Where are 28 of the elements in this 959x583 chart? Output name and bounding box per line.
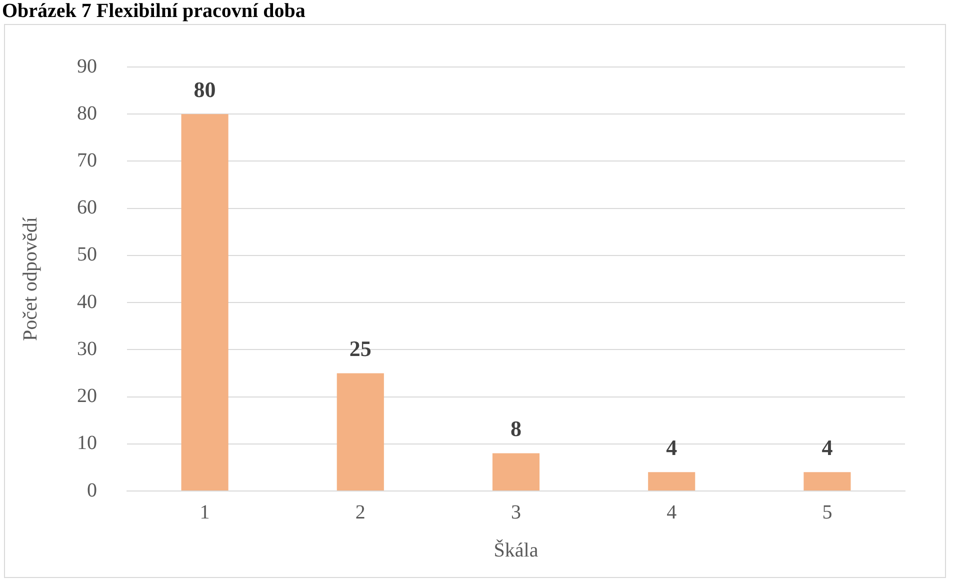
data-label: 4 — [822, 434, 833, 460]
x-tick-label: 5 — [822, 501, 832, 524]
bar — [804, 472, 851, 490]
x-tick-label: 4 — [666, 501, 677, 524]
y-tick-label: 50 — [77, 244, 97, 266]
data-label: 8 — [510, 416, 522, 441]
bar — [181, 114, 228, 490]
x-tick-label: 3 — [511, 501, 521, 524]
data-label: 80 — [194, 76, 216, 102]
y-axis-title: Počet odpovědí — [19, 216, 42, 341]
data-label: 25 — [349, 336, 372, 361]
bar — [336, 373, 384, 490]
chart-title: Obrázek 7 Flexibilní pracovní doba — [2, 0, 306, 22]
bar — [492, 453, 540, 490]
y-tick-label: 0 — [87, 479, 97, 502]
y-tick-label: 80 — [77, 102, 97, 124]
x-tick-label: 1 — [200, 501, 210, 524]
y-tick-label: 70 — [77, 149, 97, 172]
y-tick-label: 90 — [77, 55, 97, 78]
bar — [648, 472, 696, 490]
x-tick-label: 2 — [355, 501, 366, 524]
y-tick-label: 60 — [77, 196, 97, 219]
y-tick-label: 20 — [77, 385, 97, 408]
y-tick-label: 10 — [77, 432, 97, 454]
data-label: 4 — [666, 434, 678, 460]
y-tick-label: 30 — [77, 338, 97, 360]
y-tick-label: 40 — [77, 290, 97, 313]
x-axis-title: Škála — [494, 538, 538, 562]
